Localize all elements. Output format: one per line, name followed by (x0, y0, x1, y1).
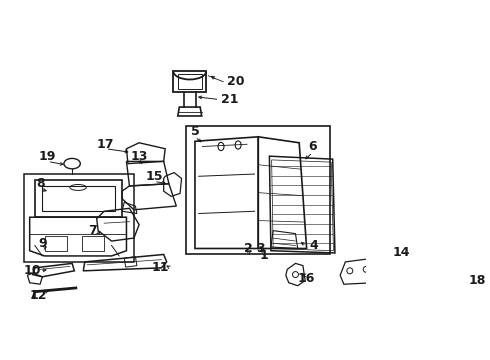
Text: 14: 14 (392, 247, 410, 260)
Text: 5: 5 (191, 125, 199, 138)
Text: 4: 4 (310, 239, 318, 252)
Text: 8: 8 (36, 177, 45, 190)
Text: 12: 12 (30, 289, 48, 302)
Text: 16: 16 (298, 272, 315, 285)
Text: 6: 6 (308, 140, 317, 153)
Text: 9: 9 (38, 237, 47, 250)
Text: 10: 10 (24, 264, 42, 277)
Text: 13: 13 (130, 150, 148, 163)
Text: 3: 3 (256, 242, 265, 255)
Text: 11: 11 (151, 261, 169, 274)
Text: 15: 15 (145, 170, 163, 183)
Text: 7: 7 (88, 224, 97, 237)
Text: 20: 20 (227, 75, 245, 88)
Text: 21: 21 (221, 93, 239, 106)
Text: 18: 18 (469, 274, 486, 287)
Text: 19: 19 (39, 150, 56, 163)
Text: 1: 1 (259, 249, 268, 262)
Text: 17: 17 (97, 138, 114, 151)
Text: 2: 2 (244, 242, 253, 255)
